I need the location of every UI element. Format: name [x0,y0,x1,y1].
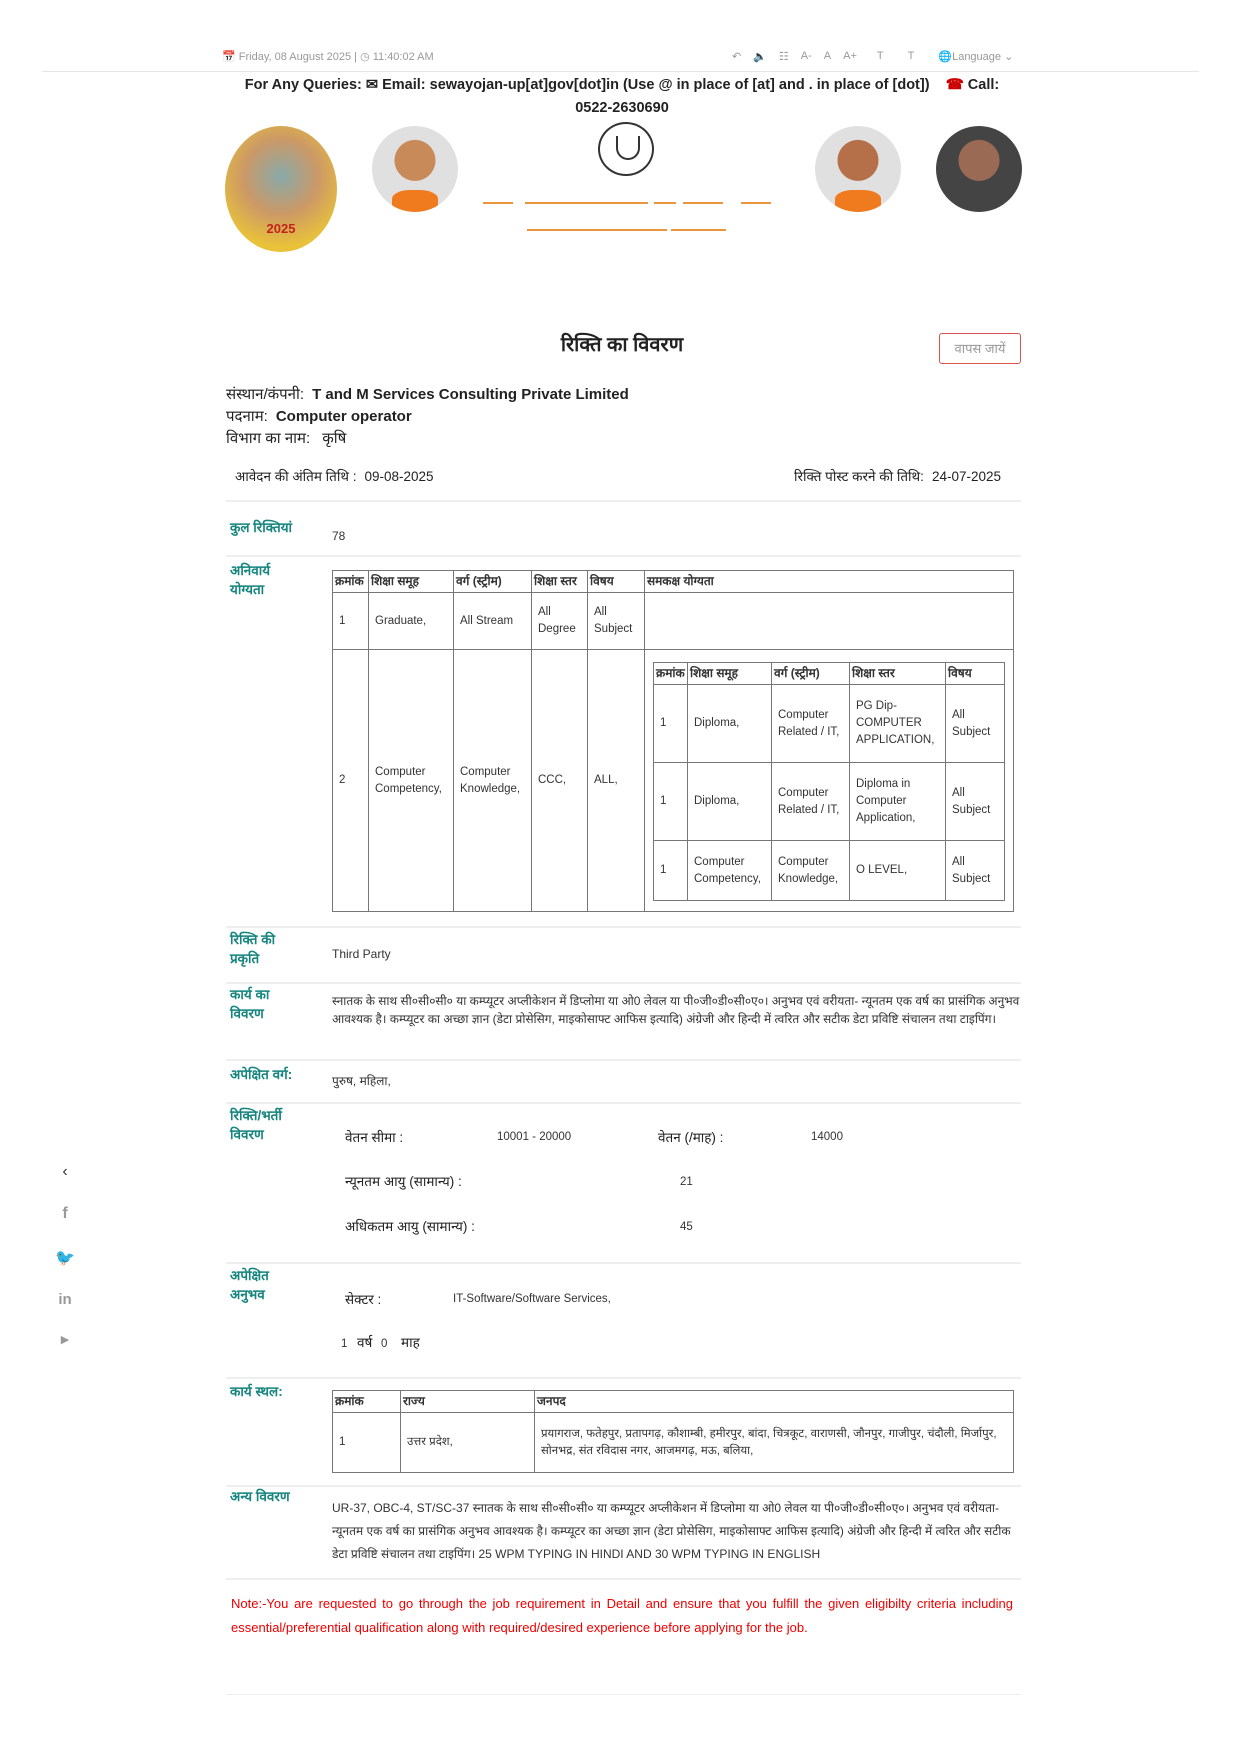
theme-dark[interactable]: T [907,50,915,62]
back-button[interactable]: वापस जायें [939,333,1021,364]
max-age: 45 [680,1221,693,1233]
queries-line: For Any Queries: ✉ Email: sewayojan-up[a… [244,77,1000,116]
equivalent-qualification-table: क्रमांक शिक्षा समूह वर्ग (स्ट्रीम) शिक्षा स… [653,662,1005,901]
qualification-label: अनिवार्य योग्यता [230,563,271,597]
recruit-label: रिक्ति/भर्ती विवरण [230,1108,282,1142]
dates-row: आवेदन की अंतिम तिथि :09-08-2025 रिक्ति प… [235,467,1001,485]
experience-label: अपेक्षित अनुभव [230,1268,269,1302]
mahakumbh-logo: 2025 [225,126,337,252]
category-label: अपेक्षित वर्ग: [230,1067,293,1082]
experience-years: 1 [341,1338,348,1350]
table-row: 1 Diploma, Computer Related / IT, PG Dip-CO… [653,684,1005,763]
divider [226,1485,1021,1487]
divider [226,1262,1021,1264]
sector: IT-Software/Software Services, [453,1293,611,1305]
experience-months: 0 [381,1338,388,1350]
work-desc-label: कार्य का विवरण [230,987,270,1021]
chevron-left-icon[interactable]: ‹ [62,1163,68,1180]
font-decrease[interactable]: A- [800,50,812,62]
table-row: 1 उत्तर प्रदेश, प्रयागराज, फतेहपुर, प्रताप… [332,1412,1014,1473]
speaker-icon[interactable]: 🔈 [753,51,767,63]
location-label: कार्य स्थल: [230,1384,283,1399]
divider [226,982,1021,984]
header-link-placeholder [741,202,771,204]
department: कृषि [322,430,347,447]
total-label: कुल रिक्तियां [230,520,293,535]
divider [226,555,1021,557]
header-link-placeholder [683,202,723,204]
location-table: क्रमांक राज्य जनपद 1 उत्तर प्रदेश, प्रयागराज… [332,1390,1014,1473]
post-date: रिक्ति पोस्ट करने की तिथि: 24-07-2025 [793,469,1001,484]
back-icon[interactable]: ↶ [732,51,742,63]
accessibility-tools: ↶ 🔈 ☷ A- A A+ T T 🌐Language ⌄ [732,50,1013,63]
table-row: 1 Computer Competency, Computer Knowledge,… [653,840,1005,901]
header-link-placeholder [671,229,726,231]
vacancy-info: संस्थान/कंपनी: T and M Services Consultin… [226,386,629,447]
monthly-pay: 14000 [811,1131,843,1143]
portrait-3 [936,126,1022,212]
divider [226,500,1021,502]
phone-number: 0522-2630690 [575,100,669,116]
other-value: UR-37, OBC-4, ST/SC-37 स्नातक के साथ सी०… [332,1501,1011,1561]
youtube-icon[interactable]: ▶ [60,1334,70,1346]
facebook-icon[interactable]: f [62,1205,68,1222]
header-link-placeholder [483,202,513,204]
category-value: पुरुष, महिला, [332,1074,391,1088]
font-normal[interactable]: A [823,50,832,62]
email-text: Email: sewayojan-up[at]gov[dot]in (Use @… [382,77,930,93]
up-emblem [598,122,654,176]
total-value: 78 [332,529,346,543]
divider [226,926,1021,928]
header-link-placeholder [654,202,676,204]
header-link-placeholder [525,202,648,204]
font-increase[interactable]: A+ [843,50,857,62]
email-icon: ✉ [365,77,379,93]
table-row: 2 Computer Competency, Computer Knowledge,… [332,649,1014,912]
divider [226,1102,1021,1104]
nature-value: Third Party [332,947,391,961]
datetime: 📅 Friday, 08 August 2025 | ◷ 11:40:02 AM [222,51,434,63]
phone-icon: ☎ [945,77,964,93]
theme-light[interactable]: T [876,50,884,62]
work-desc-value: स्नातक के साथ सी०सी०सी० या कम्प्यूटर अप्… [332,994,1020,1026]
twitter-icon[interactable]: 🐦 [55,1250,75,1267]
table-row: 1 Graduate, All Stream All Degree All Subjec… [332,592,1014,650]
language-select[interactable]: 🌐Language ⌄ [938,51,1014,63]
divider [226,1694,1021,1695]
page-title: रिक्ति का विवरण [560,334,684,356]
designation: Computer operator [275,408,412,425]
table-row: 1 Diploma, Computer Related / IT, Diploma i… [653,762,1005,841]
other-label: अन्य विवरण [230,1489,290,1504]
divider [226,1377,1021,1379]
divider [226,1578,1021,1580]
linkedin-icon[interactable]: in [58,1291,72,1308]
qualification-table: क्रमांक शिक्षा समूह वर्ग (स्ट्रीम) शिक्षा स… [332,570,1014,912]
eligibility-note: Note:-You are requested to go through th… [231,1596,1013,1635]
company-name: T and M Services Consulting Private Limi… [312,386,629,403]
min-age: 21 [680,1176,693,1188]
nature-label: रिक्ति की प्रकृति [230,932,276,966]
clock: 11:40:02 AM [372,51,434,63]
portrait-2 [815,126,901,212]
header-link-placeholder [527,229,667,231]
portrait-1 [372,126,458,212]
divider [226,1059,1021,1061]
sitemap-icon[interactable]: ☷ [778,51,789,63]
top-bar: 📅 Friday, 08 August 2025 | ◷ 11:40:02 AM… [42,44,1199,72]
salary-range: 10001 - 20000 [497,1131,572,1143]
last-date: आवेदन की अंतिम तिथि :09-08-2025 [235,469,434,484]
